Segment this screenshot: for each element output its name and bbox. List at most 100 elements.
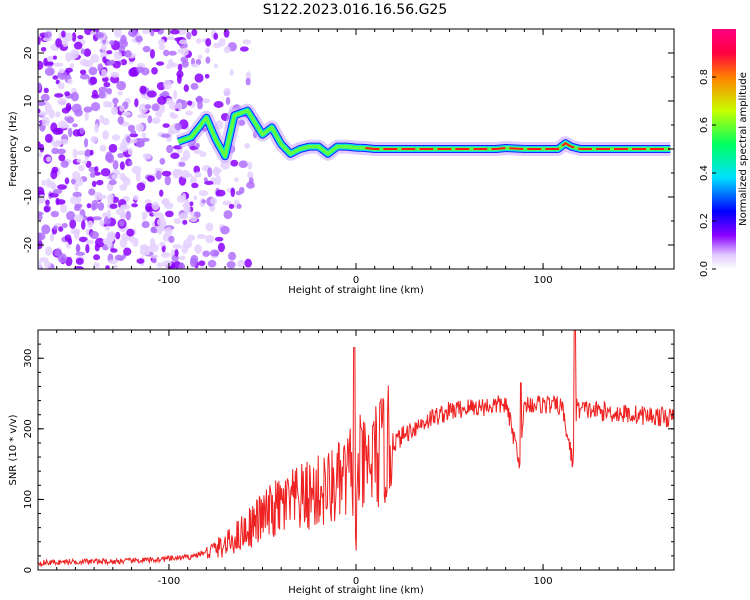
- spectrogram-noise-blob: [65, 105, 72, 111]
- spectrogram-noise-blob: [177, 102, 183, 111]
- spectrogram-noise-blob: [144, 104, 152, 110]
- spectrogram-noise-blob: [97, 63, 104, 72]
- spectrogram-noise-blob: [84, 111, 89, 121]
- spectrogram-noise-blob: [79, 59, 89, 66]
- spectrogram-noise-blob: [248, 177, 254, 185]
- spectrogram-noise-blob: [155, 170, 162, 180]
- spectrogram-noise-blob: [101, 117, 110, 126]
- spectrogram-noise-blob: [226, 261, 236, 269]
- spectrogram-noise-blob: [117, 152, 125, 159]
- spectrogram-noise-blob: [214, 236, 224, 242]
- spectrogram-noise-blob: [168, 235, 175, 244]
- spectrogram-noise-blob: [181, 244, 189, 255]
- spectrogram-noise-blob: [135, 172, 141, 183]
- spectrogram-noise-blob: [128, 160, 133, 166]
- spectrogram-noise-blob: [223, 210, 233, 220]
- spectrogram-noise-blob: [238, 160, 248, 168]
- spectrogram-noise-blob: [205, 222, 214, 232]
- spectrogram-noise-blob: [131, 203, 138, 208]
- spectrogram-noise-blob: [69, 219, 77, 229]
- spectrogram-noise-blob: [159, 103, 166, 114]
- spectrogram-noise-blob: [203, 177, 208, 183]
- spectrogram-noise-blob: [189, 176, 197, 185]
- spectrogram-noise-blob: [92, 216, 102, 221]
- spectrogram-noise-blob: [168, 50, 177, 56]
- spectrogram-noise-blob: [82, 160, 88, 165]
- spectrogram-noise-blob: [103, 81, 111, 88]
- spectrogram-noise-blob: [44, 261, 52, 269]
- spectrogram-noise-blob: [189, 211, 195, 217]
- spectrogram-noise-blob: [38, 101, 46, 107]
- spectrogram-noise-blob: [193, 195, 198, 201]
- spectrogram-noise-blob: [135, 123, 144, 132]
- snr-y-ticks: 0 100 200 300: [23, 329, 674, 573]
- colorbar-scale: [712, 29, 736, 269]
- spectrogram-noise-blob: [59, 203, 68, 213]
- spectrogram-noise-blob: [71, 178, 77, 185]
- spectrogram-noise-blob: [53, 62, 64, 67]
- spectrogram-noise-blob: [223, 29, 230, 38]
- spectrogram-noise-blob: [59, 138, 69, 145]
- spectrogram-noise-blob: [39, 143, 45, 153]
- spectrogram-noise-blob: [141, 211, 148, 220]
- spectrogram-noise-blob: [105, 153, 113, 162]
- snr-panel: -100 0 100 0 100 200 300 Height of straight l…: [8, 329, 675, 596]
- spectrogram-noise-blob: [38, 108, 41, 114]
- snr-y-tick-label: 0: [23, 567, 34, 573]
- spectrogram-noise-blob: [247, 161, 253, 170]
- spectrogram-noise-blob: [116, 80, 127, 91]
- spectrogram-noise-blob: [115, 231, 121, 240]
- spectrogram-noise-blob: [213, 32, 219, 40]
- spectrogram-noise-blob: [84, 29, 93, 36]
- spectrogram-noise-blob: [94, 237, 105, 248]
- spectrogram-noise-blob: [70, 49, 80, 59]
- spectrogram-noise-blob: [215, 189, 226, 197]
- snr-y-tick-label: 100: [23, 490, 34, 509]
- spectrogram-noise-blob: [120, 34, 127, 45]
- spectrogram-noise-blob: [121, 176, 128, 182]
- spectrogram-noise-blob: [136, 258, 145, 264]
- spectrogram-noise-blob: [65, 211, 76, 221]
- spectrogram-noise-blob: [149, 243, 159, 253]
- spectrogram-noise-blob: [45, 246, 53, 256]
- spectrogram-noise-blob: [146, 90, 157, 98]
- spectrogram-noise-blob: [79, 73, 90, 80]
- spectrogram-noise-blob: [93, 254, 101, 261]
- spectrogram-noise-blob: [69, 63, 75, 69]
- spectrogram-noise-blob: [50, 210, 60, 218]
- spectrogram-noise-blob: [44, 133, 53, 143]
- spectrogram-noise-blob: [183, 206, 189, 213]
- spectrogram-noise-blob: [79, 127, 85, 135]
- spectrogram-noise-blob: [64, 177, 70, 185]
- colorbar-tick-label: 0.4: [699, 165, 710, 181]
- spectrogram-noise-blob: [198, 190, 209, 197]
- spectrogram-noise-blob: [55, 197, 60, 206]
- spectrogram-noise-blob: [180, 56, 189, 63]
- spectrogram-noise-blob: [147, 115, 153, 124]
- spectrogram-noise-blob: [74, 108, 83, 117]
- spectrogram-noise-blob: [75, 243, 81, 254]
- snr-y-tick-label: 200: [23, 419, 34, 438]
- spectrogram-noise-blob: [38, 60, 44, 70]
- spectrogram-noise-blob: [113, 264, 118, 269]
- spectrogram-noise-blob: [41, 179, 47, 186]
- spectrogram-noise-blob: [58, 154, 66, 162]
- spectrogram-noise-blob: [229, 69, 234, 77]
- spectrogram-noise-blob: [102, 56, 107, 64]
- colorbar-label: Normalized spectral amplitude: [738, 72, 749, 226]
- spectrogram-noise-blob: [94, 191, 103, 201]
- spectrogram-cells: [38, 29, 258, 269]
- spectrogram-noise-blob: [193, 165, 201, 174]
- spectrogram-noise-blob: [210, 197, 218, 205]
- spectrogram-noise-blob: [127, 29, 138, 38]
- spectrogram-ridge: [175, 103, 671, 164]
- spectrogram-noise-blob: [158, 38, 166, 46]
- spectrogram-noise-blob: [139, 85, 147, 94]
- spectrogram-y-tick-label: -20: [23, 237, 34, 253]
- spectrogram-noise-blob: [85, 239, 95, 245]
- spectrogram-noise-blob: [178, 175, 187, 186]
- spectrogram-noise-blob: [220, 225, 230, 235]
- spectrogram-noise-blob: [141, 132, 147, 139]
- spectrogram-y-tick-label: 0: [23, 146, 34, 152]
